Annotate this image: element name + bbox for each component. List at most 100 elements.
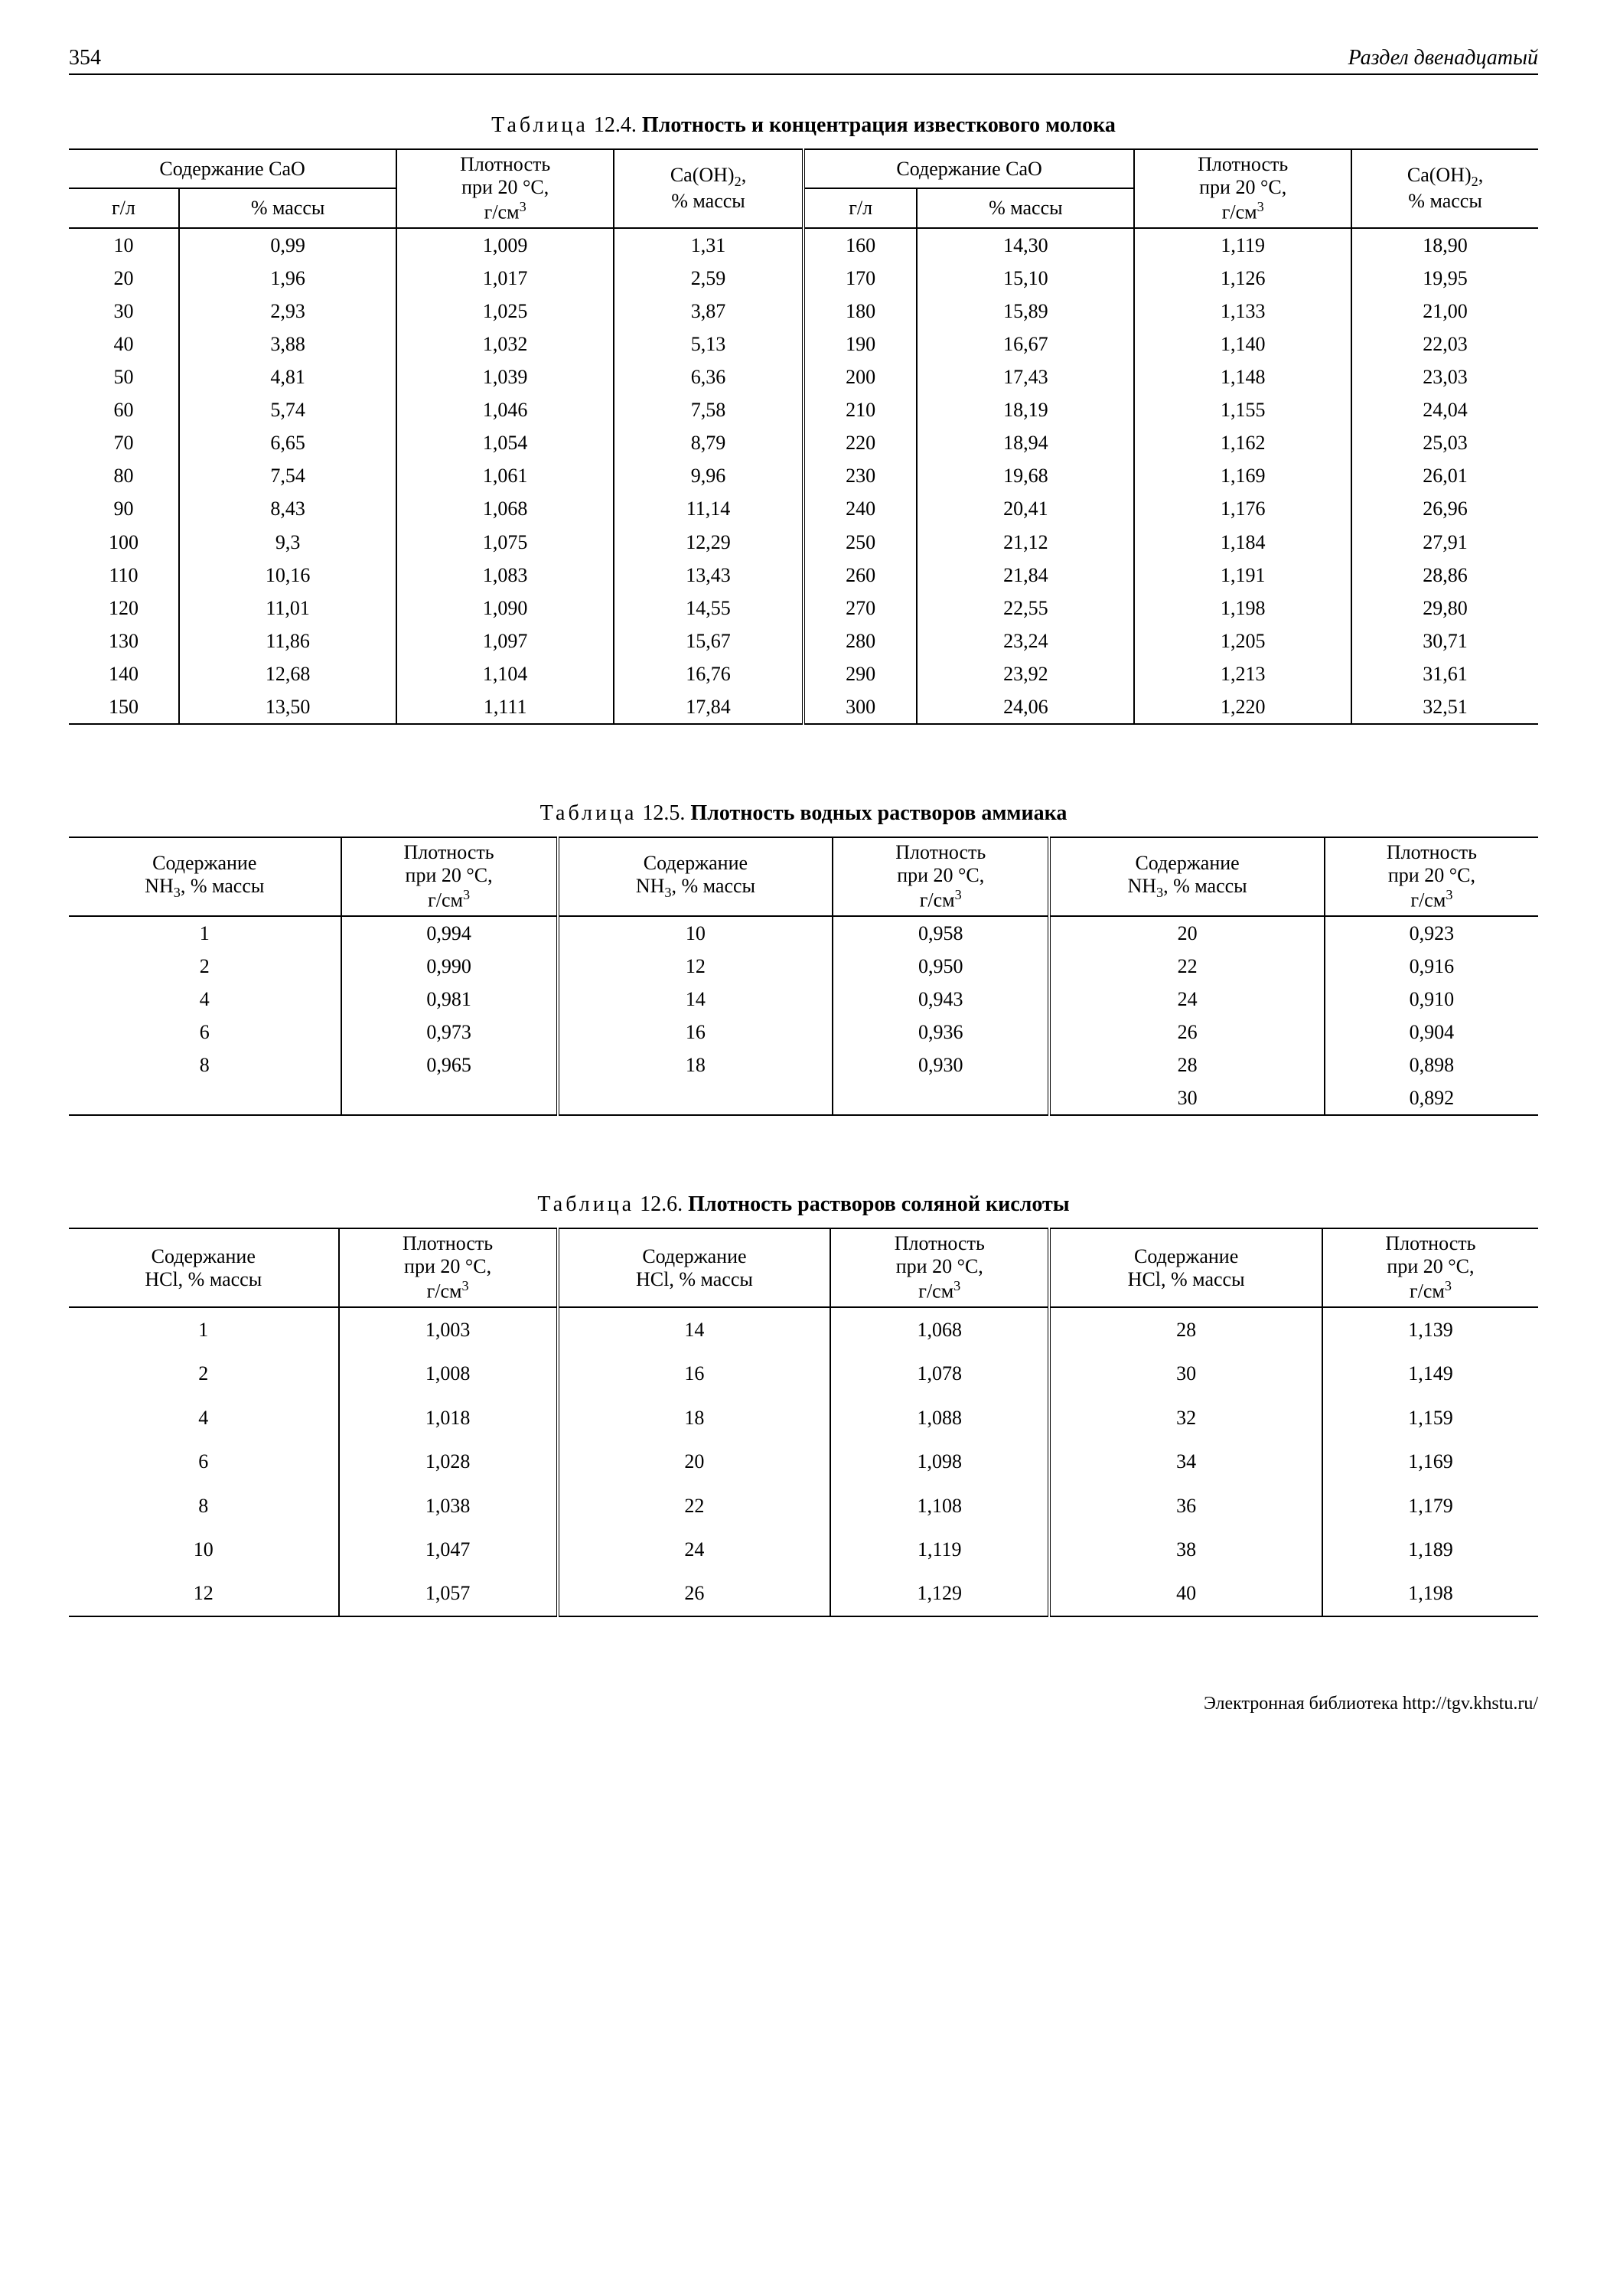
- cell: 160: [804, 228, 917, 262]
- cell: 1,039: [396, 360, 614, 393]
- cell: 23,92: [917, 657, 1134, 690]
- page-number: 354: [69, 46, 101, 70]
- cell: 0,958: [833, 916, 1049, 950]
- cell: 2: [69, 1352, 339, 1395]
- cell: 4,81: [179, 360, 396, 393]
- cell: 24: [1049, 983, 1325, 1016]
- cell: 30: [69, 295, 179, 328]
- table-row: 14012,681,10416,7629023,921,21331,61: [69, 657, 1538, 690]
- cell: 1,133: [1134, 295, 1351, 328]
- table-12-5-caption: Таблица 12.5. Плотность водных растворов…: [69, 801, 1538, 826]
- cell: 14: [558, 983, 833, 1016]
- cell: 21,84: [917, 559, 1134, 592]
- cell: 1,018: [339, 1396, 558, 1440]
- cell: 8: [69, 1049, 341, 1081]
- footer-text: Электронная библиотека http://tgv.khstu.…: [69, 1694, 1538, 1714]
- cell: 3,88: [179, 328, 396, 360]
- cell: 6,36: [614, 360, 804, 393]
- cell: 28: [1049, 1049, 1325, 1081]
- cell: 0,936: [833, 1016, 1049, 1049]
- cell: 200: [804, 360, 917, 393]
- cell: 12,29: [614, 526, 804, 559]
- table-row: 302,931,0253,8718015,891,13321,00: [69, 295, 1538, 328]
- cell: 3,87: [614, 295, 804, 328]
- cell: [833, 1081, 1049, 1115]
- caption-number: 12.5.: [642, 801, 685, 825]
- cell: 90: [69, 492, 179, 525]
- table-row: 80,965180,930280,898: [69, 1049, 1538, 1081]
- cell: 250: [804, 526, 917, 559]
- table-12-5-body: 10,994100,958200,92320,990120,950220,916…: [69, 916, 1538, 1116]
- cell: 4: [69, 1396, 339, 1440]
- cell: 1,083: [396, 559, 614, 592]
- table-row: 807,541,0619,9623019,681,16926,01: [69, 459, 1538, 492]
- cell: 1,108: [830, 1484, 1049, 1528]
- table-row: 605,741,0467,5821018,191,15524,04: [69, 393, 1538, 426]
- caption-title: Плотность растворов соляной кислоты: [688, 1192, 1070, 1216]
- table-row: 121,057261,129401,198: [69, 1571, 1538, 1616]
- cell: 26: [558, 1571, 831, 1616]
- cell: 1,097: [396, 625, 614, 657]
- cell: 34: [1049, 1440, 1322, 1483]
- cell: 1,169: [1134, 459, 1351, 492]
- cell: 1,068: [396, 492, 614, 525]
- cell: 1,140: [1134, 328, 1351, 360]
- col-cao-content: Содержание CaO: [69, 149, 396, 188]
- cell: 230: [804, 459, 917, 492]
- cell: 32: [1049, 1396, 1322, 1440]
- cell: 18,94: [917, 426, 1134, 459]
- cell: 17,43: [917, 360, 1134, 393]
- cell: 28,86: [1351, 559, 1538, 592]
- col-density-2: Плотностьпри 20 °C,г/см3: [1134, 149, 1351, 228]
- cell: 1,184: [1134, 526, 1351, 559]
- table-row: 11010,161,08313,4326021,841,19128,86: [69, 559, 1538, 592]
- cell: 25,03: [1351, 426, 1538, 459]
- cell: 22,03: [1351, 328, 1538, 360]
- table-row: 61,028201,098341,169: [69, 1440, 1538, 1483]
- cell: 5,13: [614, 328, 804, 360]
- cell: 38: [1049, 1528, 1322, 1571]
- cell: 5,74: [179, 393, 396, 426]
- cell: 220: [804, 426, 917, 459]
- cell: 1,098: [830, 1440, 1049, 1483]
- cell: 1,119: [830, 1528, 1049, 1571]
- cell: [558, 1081, 833, 1115]
- cell: 13,50: [179, 690, 396, 724]
- col-den-3: Плотностьпри 20 °C,г/см3: [1322, 1228, 1538, 1307]
- cell: 15,10: [917, 262, 1134, 295]
- table-12-6-caption: Таблица 12.6. Плотность растворов соляно…: [69, 1192, 1538, 1217]
- cell: 1,046: [396, 393, 614, 426]
- col-nh3-2: СодержаниеNH3, % массы: [558, 837, 833, 916]
- cell: 290: [804, 657, 917, 690]
- cell: 0,904: [1325, 1016, 1538, 1049]
- cell: 0,950: [833, 950, 1049, 983]
- cell: 8,43: [179, 492, 396, 525]
- cell: 140: [69, 657, 179, 690]
- table-row: 20,990120,950220,916: [69, 950, 1538, 983]
- cell: 180: [804, 295, 917, 328]
- cell: 12,68: [179, 657, 396, 690]
- cell: 1,198: [1322, 1571, 1538, 1616]
- cell: 130: [69, 625, 179, 657]
- table-12-6-body: 11,003141,068281,13921,008161,078301,149…: [69, 1307, 1538, 1616]
- cell: 32,51: [1351, 690, 1538, 724]
- cell: 19,95: [1351, 262, 1538, 295]
- cell: 14: [558, 1307, 831, 1352]
- cell: 1,96: [179, 262, 396, 295]
- cell: 16,76: [614, 657, 804, 690]
- table-12-4: Содержание CaO Плотностьпри 20 °C,г/см3 …: [69, 148, 1538, 725]
- cell: 1,009: [396, 228, 614, 262]
- cell: 24,06: [917, 690, 1134, 724]
- cell: 2,59: [614, 262, 804, 295]
- cell: 15,67: [614, 625, 804, 657]
- cell: 1: [69, 916, 341, 950]
- cell: 1,159: [1322, 1396, 1538, 1440]
- cell: 1,149: [1322, 1352, 1538, 1395]
- col-pct-2: % массы: [917, 188, 1134, 227]
- cell: 10: [558, 916, 833, 950]
- cell: 0,898: [1325, 1049, 1538, 1081]
- col-hcl-1: СодержаниеHCl, % массы: [69, 1228, 339, 1307]
- col-hcl-2: СодержаниеHCl, % массы: [558, 1228, 831, 1307]
- cell: 24,04: [1351, 393, 1538, 426]
- col-den-1: Плотностьпри 20 °C,г/см3: [339, 1228, 558, 1307]
